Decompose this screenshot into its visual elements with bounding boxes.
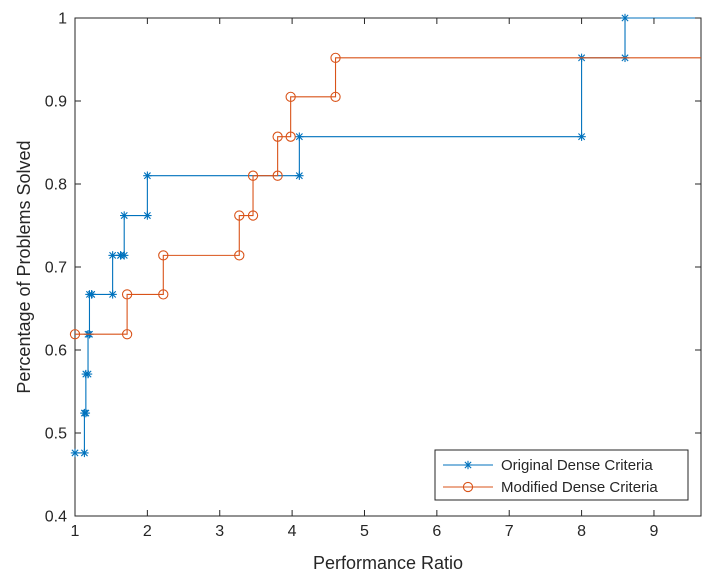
x-tick-label: 6 — [432, 523, 441, 540]
legend-box — [434, 449, 689, 501]
data-point-circle — [234, 250, 245, 261]
data-point-circle — [330, 52, 341, 63]
data-point-circle — [158, 289, 169, 300]
x-axis-label: Performance Ratio — [313, 553, 463, 573]
series-line — [75, 57, 701, 335]
x-tick-label: 4 — [288, 523, 297, 540]
data-point-circle — [247, 170, 259, 181]
series-layer — [69, 13, 701, 458]
axes-box — [74, 17, 702, 517]
data-point-circle — [121, 289, 133, 300]
y-tick-label: 0.8 — [45, 177, 67, 194]
data-point-circle — [234, 210, 245, 221]
data-point-asterisk — [577, 132, 586, 141]
x-tick-label: 8 — [577, 523, 586, 540]
y-tick-label: 0.9 — [45, 94, 67, 111]
data-point-asterisk — [295, 132, 304, 141]
data-point-asterisk — [81, 408, 91, 418]
data-point-asterisk — [108, 251, 117, 260]
data-point-asterisk — [87, 290, 96, 299]
axis-ticks: 1 2 3 4 5 6 7 8 9 0.4 0.5 0.6 0.7 0.8 0.9 1 — [45, 11, 701, 540]
y-tick-label: 0.6 — [45, 343, 67, 360]
x-tick-label: 9 — [650, 523, 659, 540]
legend-marker-asterisk — [463, 460, 473, 470]
data-point-circle — [247, 210, 259, 221]
x-tick-label: 5 — [360, 523, 369, 540]
data-point-circle — [69, 329, 81, 340]
legend-label-original: Original Dense Criteria — [501, 457, 653, 474]
legend-label-modified: Modified Dense Criteria — [501, 479, 658, 496]
x-tick-label: 2 — [143, 523, 152, 540]
y-tick-label: 0.4 — [45, 509, 67, 526]
data-point-asterisk — [70, 448, 80, 458]
legend: Original Dense Criteria Modified Dense C… — [434, 449, 689, 501]
y-axis-label: Percentage of Problems Solved — [14, 140, 34, 393]
series-modified — [69, 52, 701, 340]
legend-marker-circle — [462, 481, 474, 493]
legend-entry-modified: Modified Dense Criteria — [443, 479, 658, 496]
data-point-asterisk — [120, 211, 129, 220]
data-point-asterisk — [295, 171, 304, 180]
series-original — [70, 13, 701, 458]
data-point-asterisk — [620, 13, 630, 23]
data-point-asterisk — [108, 290, 117, 299]
data-point-circle — [121, 329, 133, 340]
y-tick-label: 0.7 — [45, 260, 67, 277]
data-point-circle — [272, 170, 283, 181]
data-point-asterisk — [143, 171, 152, 180]
data-point-circle — [285, 91, 296, 102]
x-tick-label: 7 — [505, 523, 514, 540]
data-point-asterisk — [463, 460, 473, 470]
plot-area — [74, 17, 702, 517]
data-point-asterisk — [120, 251, 129, 260]
data-point-circle — [158, 250, 169, 261]
data-point-asterisk — [80, 448, 89, 458]
data-point-circle — [285, 131, 296, 142]
data-point-circle — [330, 91, 341, 102]
x-tick-label: 3 — [215, 523, 224, 540]
x-tick-label: 1 — [71, 523, 80, 540]
data-point-asterisk — [83, 369, 93, 379]
y-tick-label: 0.5 — [45, 426, 67, 443]
data-point-circle — [462, 481, 474, 493]
data-point-circle — [272, 131, 283, 142]
legend-entry-original: Original Dense Criteria — [443, 457, 653, 474]
data-point-asterisk — [143, 211, 152, 220]
y-tick-label: 1 — [58, 11, 67, 28]
